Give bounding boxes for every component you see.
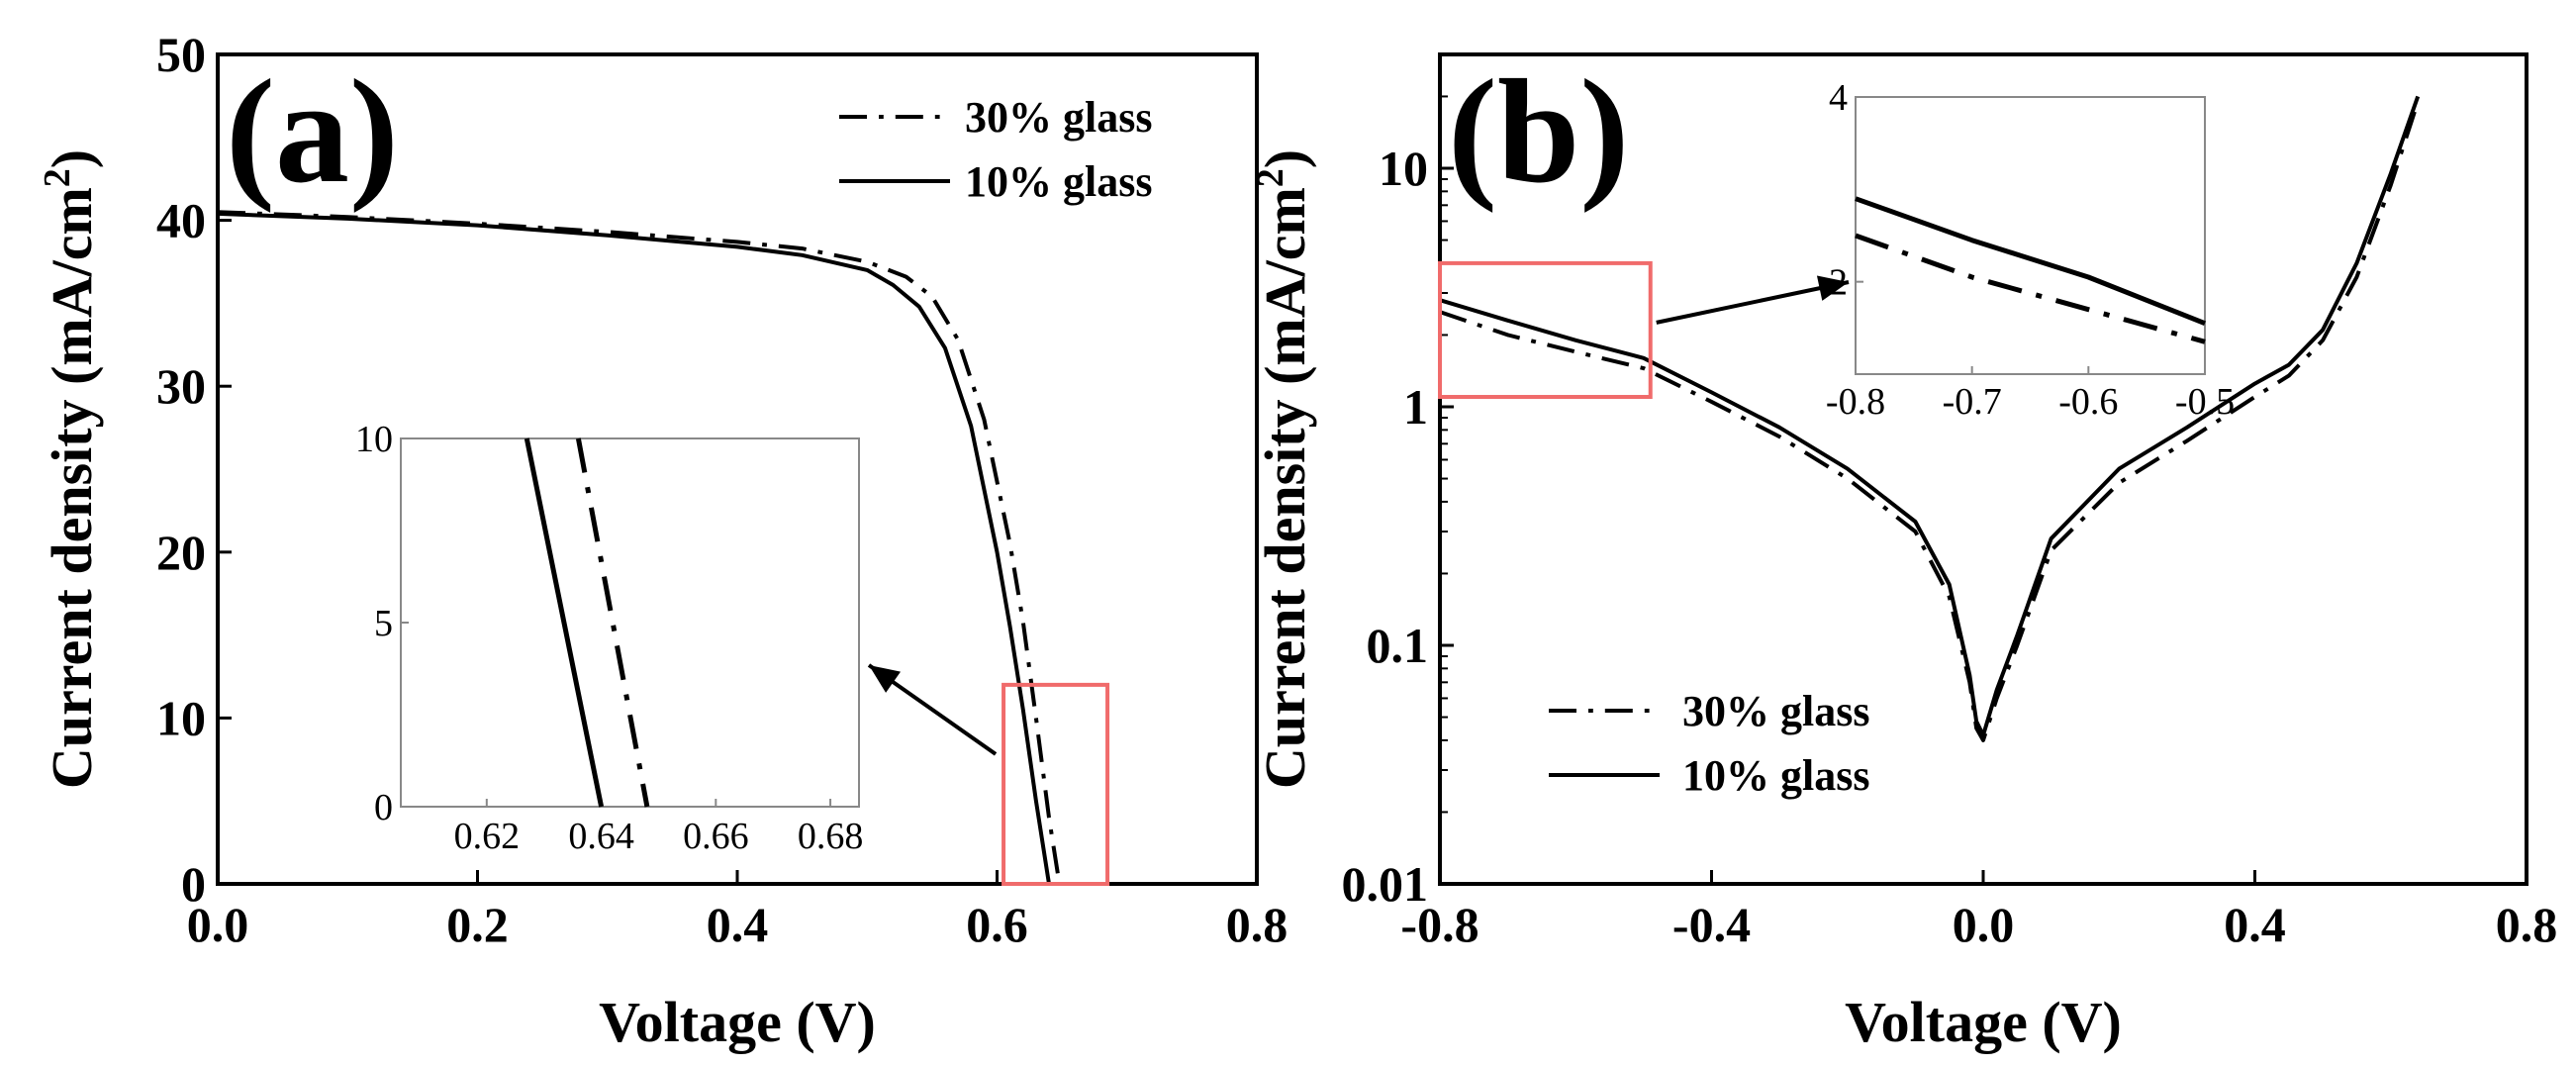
x-tick-label: 0.4 [707, 897, 769, 952]
panel-b-label: (b) [1448, 49, 1629, 214]
panel-b-x-label: Voltage (V) [1845, 990, 2122, 1054]
x-tick-label: -0.8 [1400, 897, 1479, 952]
inset-x-tick-label: -0.7 [1943, 381, 2002, 423]
inset-x-tick-label: 0.66 [683, 816, 749, 857]
y-tick-label: 1 [1403, 379, 1428, 435]
data-line-solid [217, 211, 1051, 885]
inset-line-solid [524, 437, 605, 808]
inset-x-tick-label: 0.68 [798, 816, 864, 857]
legend-entry: 30% glass [965, 93, 1152, 142]
inset-y-tick-label: 10 [355, 419, 393, 460]
panel-b-y-label-tail: ) [1253, 149, 1317, 168]
data-line-solid [1439, 95, 2421, 737]
zoom-arrow-head [869, 665, 902, 693]
y-tick-label: 0.01 [1342, 856, 1429, 912]
x-tick-label: 0.6 [966, 897, 1028, 952]
panel-a-label: (a) [226, 49, 399, 214]
panel-a-y-label-text: Current density (mA/cm [40, 187, 104, 789]
inset-frame [1855, 96, 2206, 375]
y-tick-label: 0.1 [1367, 618, 1429, 673]
inset-y-tick-label: 4 [1829, 77, 1848, 119]
inset-y-tick-label: 0 [374, 787, 393, 828]
panel-a-y-label: Current density (mA/cm2) [37, 149, 104, 789]
inset-y-tick-label: 5 [374, 603, 393, 644]
panel-b-chart: -0.8 -0.4 0.0 0.4 0.8 0.01 0.1 1 10 Voltage (V) Cu… [1250, 49, 2557, 1054]
inset-x-tick-label: -0.8 [1826, 381, 1885, 423]
x-tick-label: 0.8 [2496, 897, 2558, 952]
y-tick-label: 20 [156, 525, 206, 580]
inset-x-tick-label: 0.64 [568, 816, 634, 857]
legend-entry: 30% glass [1682, 687, 1869, 735]
inset-line-dashdot [575, 437, 650, 808]
zoom-box [1438, 260, 1653, 400]
zoom-box [1002, 682, 1110, 886]
data-line-dashdot [217, 210, 1062, 885]
panel-b-y-label-text: Current density (mA/cm [1253, 187, 1317, 789]
x-tick-label: 0.0 [1953, 897, 2015, 952]
inset-x-tick-label: -0.5 [2175, 381, 2235, 423]
panel-a-y-label-sup: 2 [37, 168, 78, 187]
y-tick-label: 10 [156, 690, 206, 745]
x-tick-label: 0.8 [1226, 897, 1288, 952]
x-tick-label: -0.4 [1672, 897, 1751, 952]
legend-entry: 10% glass [1682, 751, 1869, 800]
x-tick-label: 0.0 [187, 897, 249, 952]
inset-x-tick-label: -0.6 [2058, 381, 2118, 423]
inset-x-tick-label: 0.62 [454, 816, 521, 857]
inset-line-dashdot [1855, 233, 2206, 344]
zoom-arrow-head [1816, 275, 1849, 301]
inset-line-solid [1855, 196, 2206, 327]
panel-a-y-label-tail: ) [40, 149, 104, 168]
y-tick-label: 0 [181, 856, 206, 912]
x-tick-label: 0.2 [446, 897, 509, 952]
y-tick-label: 10 [1379, 141, 1428, 196]
panel-a-x-label: Voltage (V) [599, 990, 876, 1054]
legend-entry: 10% glass [965, 157, 1152, 206]
data-line-dashdot [1439, 101, 2421, 742]
y-tick-label: 40 [156, 193, 206, 248]
y-tick-label: 30 [156, 358, 206, 414]
panel-b-y-label: Current density (mA/cm2) [1250, 149, 1317, 789]
panel-b-y-label-sup: 2 [1250, 168, 1291, 187]
y-tick-label: 50 [156, 27, 206, 82]
x-tick-label: 0.4 [2224, 897, 2286, 952]
zoom-arrow-shaft [1656, 280, 1850, 325]
inset-frame [400, 437, 860, 808]
